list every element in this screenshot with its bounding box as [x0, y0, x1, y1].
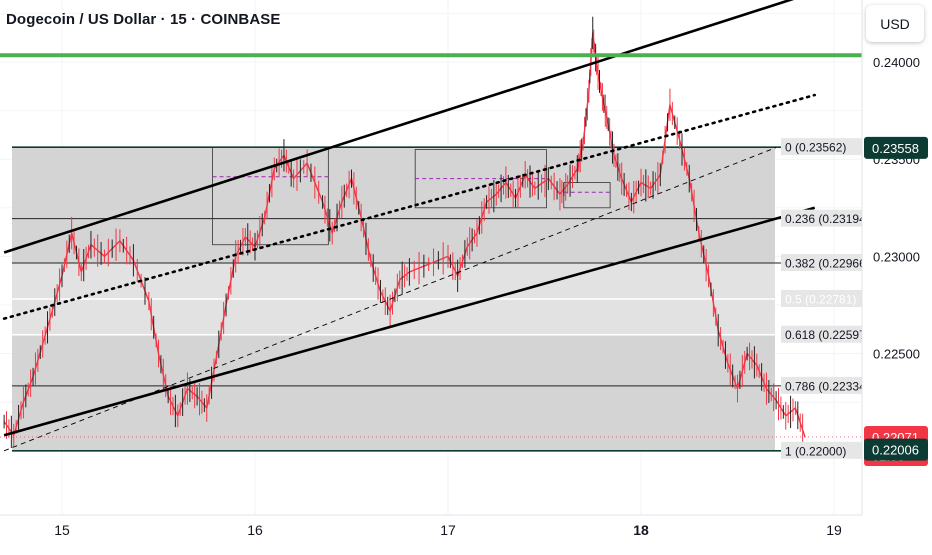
fib-label-bg [781, 441, 862, 459]
y-tick-label: 0.22500 [873, 347, 920, 362]
price-tag-label: 0.23558 [872, 141, 919, 156]
range-box [212, 147, 329, 246]
time-axis: 15 16 17 18 19 [0, 514, 932, 550]
fib-level-label: 0.618 (0.22597) [785, 328, 870, 342]
fib-label-bg [781, 325, 888, 343]
x-tick-label: 16 [247, 522, 263, 538]
x-tick-label: 15 [54, 522, 70, 538]
x-tick-label: 18 [633, 522, 649, 538]
chart-title: Dogecoin / US Dollar · 15 · COINBASE [6, 11, 281, 28]
fib-label-bg [781, 138, 862, 156]
fib-level-label: 1 (0.22000) [785, 444, 846, 458]
price-tag-bg [864, 438, 928, 461]
dashed-trendline [3, 147, 777, 452]
fib-level-label: 0.786 (0.22334) [785, 379, 870, 393]
currency-button[interactable]: USD [866, 5, 924, 42]
fib-level-label: 0.236 (0.23194) [785, 212, 870, 226]
price-tag-label: 0.22006 [872, 443, 919, 458]
x-tick-label: 17 [440, 522, 456, 538]
price-tag: 0.22006 [864, 438, 928, 461]
fib-level-label: 0 (0.23562) [785, 141, 846, 155]
channel-middle-line [2, 93, 817, 320]
time-axis-background [0, 515, 932, 550]
fib-level-label: 0.5 (0.22781) [785, 292, 856, 306]
fib-label-bg [781, 289, 875, 307]
fib-label-bg [781, 376, 888, 394]
fib-zone [12, 263, 775, 299]
price-tag: 0.23558 [864, 136, 928, 159]
fib-zone [12, 298, 775, 335]
fib-zone [12, 334, 775, 386]
price-tag-bg [864, 136, 928, 159]
y-tick-label: 0.24000 [873, 55, 920, 70]
y-tick-label: 0.23000 [873, 249, 920, 264]
fib-labels: 0 (0.23562) 0.236 (0.23194) 0.382 (0.22966… [781, 138, 888, 459]
price-axis-background [862, 0, 932, 550]
price-axis: 0.240000.235000.230000.225000.235580.220… [861, 0, 932, 550]
fib-label-bg [781, 209, 888, 227]
fib-label-bg [781, 254, 888, 272]
fib-level-label: 0.382 (0.22966) [785, 257, 870, 271]
x-tick-label: 19 [826, 522, 842, 538]
trend-channel [2, 0, 817, 452]
channel-upper-line [3, 0, 795, 254]
fib-zone [12, 385, 775, 451]
